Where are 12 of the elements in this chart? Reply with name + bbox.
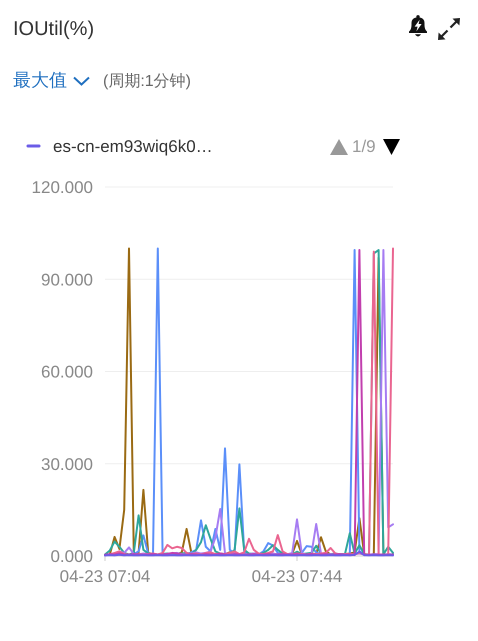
y-tick-label: 120.000	[32, 178, 93, 197]
y-tick-label: 60.000	[41, 362, 93, 382]
y-tick-label: 90.000	[41, 270, 93, 290]
text: 最大值	[13, 70, 67, 90]
text: 1/9	[352, 137, 376, 156]
y-tick-label: 0.000	[50, 547, 93, 566]
x-tick-label: 04-23 07:44	[252, 567, 342, 586]
y-tick-label: 30.000	[41, 454, 93, 474]
legend-label: es-cn-em93wiq6k0…	[53, 137, 213, 156]
chart-subtitle: (周期:1分钟)	[103, 72, 191, 90]
x-tick-label: 04-23 07:04	[60, 567, 150, 586]
chart-title: IOUtil(%)	[13, 18, 94, 40]
